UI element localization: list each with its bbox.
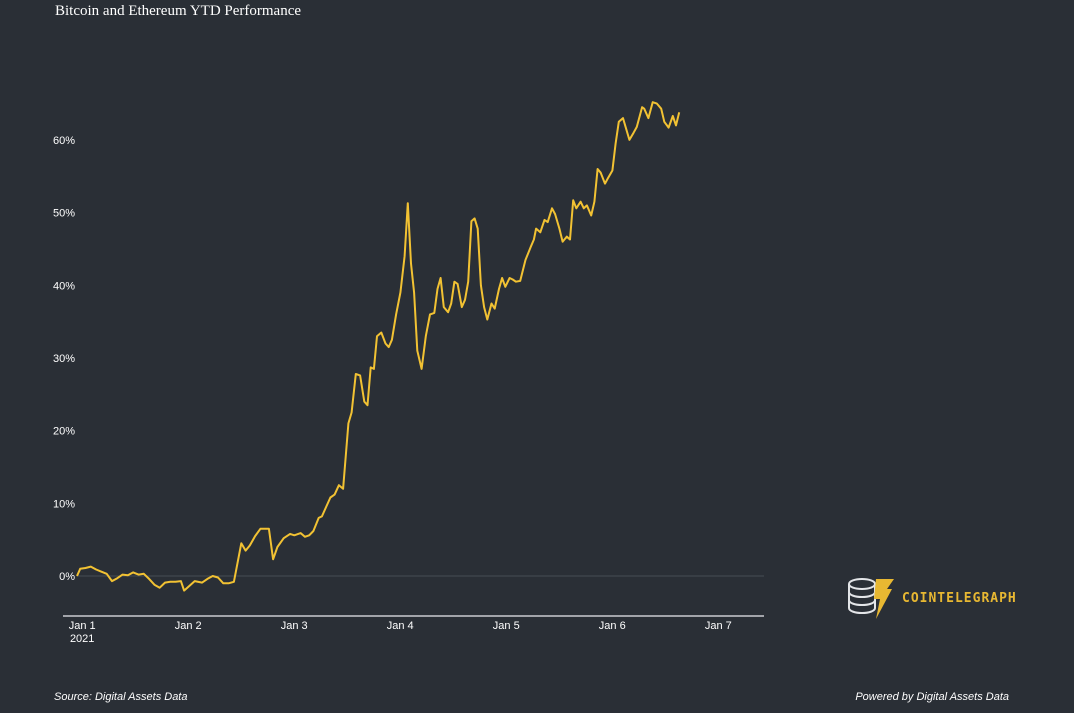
x-tick-label: Jan 2 — [175, 620, 202, 632]
x-tick-label: Jan 4 — [387, 620, 414, 632]
y-axis-ticks: 0% 10% 20% 30% 40% 50% 60% — [53, 135, 75, 583]
series-line — [76, 101, 681, 592]
y-tick-label: 30% — [53, 353, 75, 365]
source-note: Source: Digital Assets Data — [54, 691, 188, 703]
chart-title: Bitcoin and Ethereum YTD Performance — [55, 3, 302, 19]
logo-text: COINTELEGRAPH — [902, 590, 1017, 606]
y-tick-label: 40% — [53, 280, 75, 292]
x-tick-sublabel: 2021 — [70, 633, 94, 645]
y-tick-label: 60% — [53, 135, 75, 147]
x-tick-label: Jan 7 — [705, 620, 732, 632]
x-tick-label: Jan 6 — [599, 620, 626, 632]
y-tick-label: 10% — [53, 498, 75, 510]
y-tick-label: 20% — [53, 426, 75, 438]
x-tick-label: Jan 1 — [69, 620, 96, 632]
x-tick-label: Jan 3 — [281, 620, 308, 632]
y-tick-label: 0% — [59, 571, 75, 583]
x-tick-label: Jan 5 — [493, 620, 520, 632]
powered-by-note: Powered by Digital Assets Data — [855, 691, 1009, 703]
y-tick-label: 50% — [53, 208, 75, 220]
coins-lightning-icon — [848, 578, 894, 619]
cointelegraph-logo: COINTELEGRAPH — [846, 575, 1017, 621]
